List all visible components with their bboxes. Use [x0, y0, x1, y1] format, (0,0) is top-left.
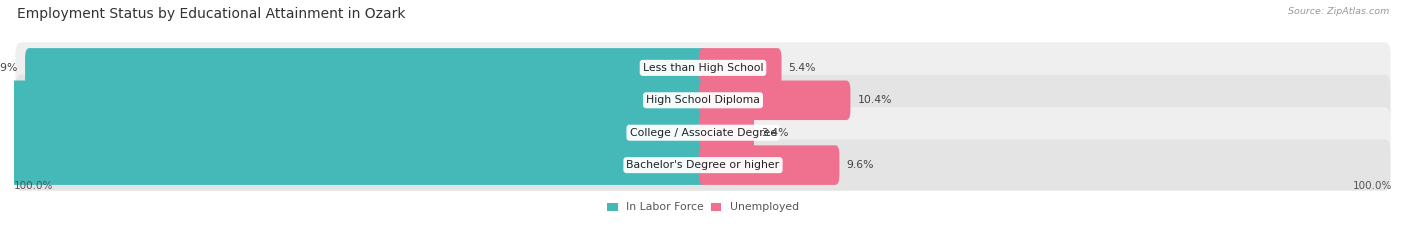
FancyBboxPatch shape [699, 145, 839, 185]
FancyBboxPatch shape [0, 81, 707, 120]
Text: Employment Status by Educational Attainment in Ozark: Employment Status by Educational Attainm… [17, 7, 405, 21]
FancyBboxPatch shape [25, 48, 707, 88]
Text: Less than High School: Less than High School [643, 63, 763, 73]
FancyBboxPatch shape [699, 81, 851, 120]
Text: 3.4%: 3.4% [761, 128, 789, 138]
Text: High School Diploma: High School Diploma [647, 95, 759, 105]
FancyBboxPatch shape [15, 140, 1391, 191]
FancyBboxPatch shape [699, 48, 782, 88]
Text: 10.4%: 10.4% [858, 95, 891, 105]
FancyBboxPatch shape [15, 42, 1391, 93]
Text: College / Associate Degree: College / Associate Degree [630, 128, 776, 138]
Legend: In Labor Force, Unemployed: In Labor Force, Unemployed [607, 202, 799, 212]
Text: 48.9%: 48.9% [0, 63, 18, 73]
Text: 100.0%: 100.0% [1353, 181, 1392, 191]
FancyBboxPatch shape [0, 113, 707, 152]
Text: 5.4%: 5.4% [789, 63, 815, 73]
FancyBboxPatch shape [0, 145, 707, 185]
FancyBboxPatch shape [15, 107, 1391, 158]
Text: Source: ZipAtlas.com: Source: ZipAtlas.com [1288, 7, 1389, 16]
FancyBboxPatch shape [699, 113, 754, 152]
Text: 100.0%: 100.0% [14, 181, 53, 191]
FancyBboxPatch shape [15, 75, 1391, 126]
Text: Bachelor's Degree or higher: Bachelor's Degree or higher [627, 160, 779, 170]
Text: 9.6%: 9.6% [846, 160, 873, 170]
